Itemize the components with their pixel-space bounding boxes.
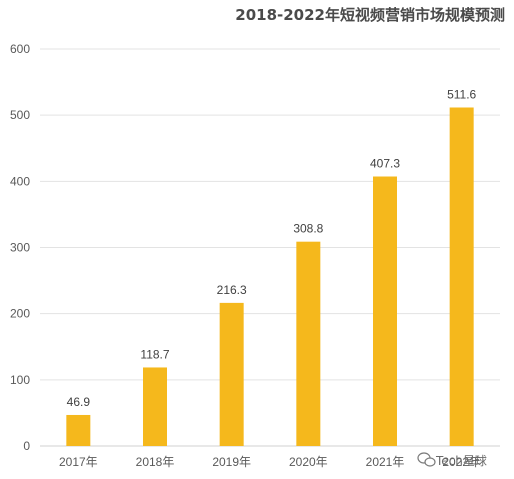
data-label: 118.7	[140, 347, 169, 361]
x-tick-label: 2019年	[212, 455, 251, 469]
watermark: Tech星球	[417, 452, 487, 468]
bars	[66, 107, 474, 446]
x-axis-ticks: 2017年 2018年 2019年 2020年 2021年 2022年	[59, 455, 481, 469]
bar	[143, 367, 167, 446]
gridlines	[40, 48, 500, 381]
y-tick-label: 600	[10, 42, 30, 56]
bar	[66, 414, 91, 446]
x-tick-label: 2017年	[59, 455, 98, 469]
x-tick-label: 2018年	[136, 455, 175, 469]
data-label: 46.9	[67, 395, 91, 409]
y-axis-ticks: 0 100 200 300 400 500 600	[10, 42, 30, 453]
watermark-text: Tech星球	[435, 454, 487, 468]
y-tick-label: 0	[23, 439, 30, 453]
x-tick-label: 2022年	[442, 455, 481, 469]
y-tick-label: 500	[10, 108, 30, 122]
bar	[449, 107, 474, 446]
data-label: 308.8	[293, 222, 323, 236]
y-tick-label: 100	[10, 373, 30, 387]
wechat-bubble-icon	[417, 452, 436, 467]
data-label: 216.3	[217, 283, 247, 297]
x-tick-label: 2021年	[366, 455, 405, 469]
y-tick-label: 200	[10, 307, 30, 321]
x-tick-label: 2020年	[289, 455, 328, 469]
bar	[219, 302, 244, 446]
data-label: 407.3	[370, 157, 400, 171]
data-labels: 46.9 118.7 216.3 308.8 407.3 511.6	[67, 87, 477, 408]
data-label: 511.6	[447, 87, 476, 101]
bar	[373, 176, 397, 446]
y-tick-label: 300	[10, 241, 30, 255]
chart-title: 2018-2022年短视频营销市场规模预测	[235, 6, 505, 24]
bar	[296, 241, 321, 446]
y-tick-label: 400	[10, 174, 30, 188]
